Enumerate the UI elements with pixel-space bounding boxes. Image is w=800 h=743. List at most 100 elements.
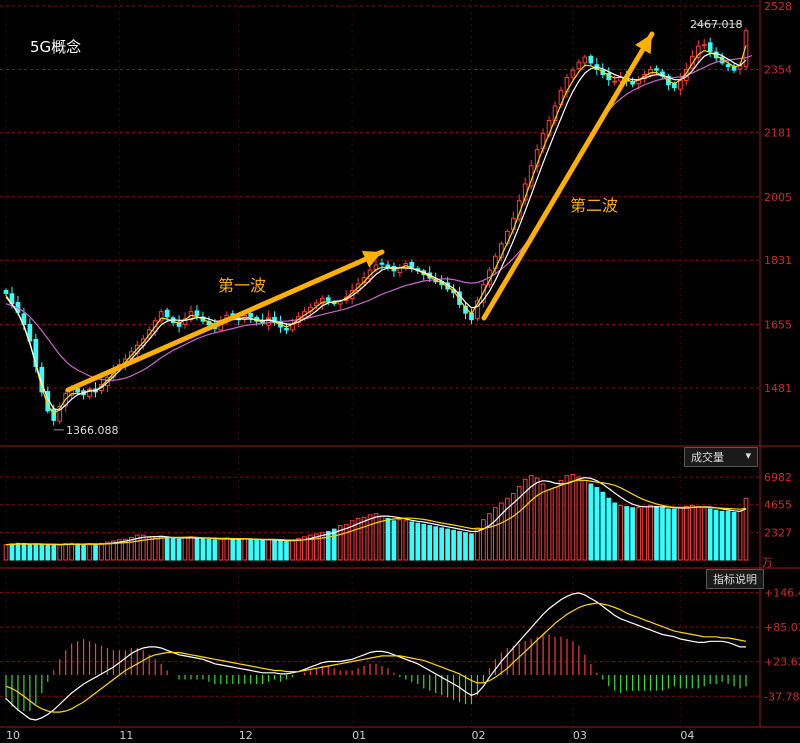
volume-bar [588,483,594,561]
volume-bar [731,512,737,561]
volume-bar [403,520,409,561]
candle-body [689,55,695,69]
volume-bar [457,531,462,561]
volume-bar [433,526,439,561]
chart-title: 5G概念 [30,38,82,56]
volume-bar [475,527,480,561]
volume-bar [439,527,444,561]
volume-bar [493,507,498,561]
volume-bar [260,539,265,561]
volume-bar [427,525,433,561]
candle-body [457,291,462,305]
volume-bar [600,491,606,561]
volume-bar [81,544,86,561]
volume-bar [9,543,15,561]
volume-bar [737,510,743,561]
candle-body [57,406,63,422]
candle-body [158,311,164,322]
volume-bar [689,504,695,561]
volume-button-label: 成交量 [691,451,724,464]
volume-bar [3,544,9,561]
candle-body [313,302,319,306]
volume-bar [445,528,450,561]
candle-body [731,66,737,71]
candle-body [612,80,618,83]
volume-bar [683,506,689,561]
volume-bar [552,487,558,561]
volume-tick-label: 6982 [764,471,792,484]
volume-bar [349,520,355,561]
moving-average-lines [5,45,753,416]
time-tick-label: 03 [573,729,587,742]
volume-bar [123,538,128,561]
indicator-tick-label: +146.4 [764,587,800,600]
candle-body [576,61,582,69]
volume-bar [618,504,624,561]
volume-bar [498,502,504,561]
ma-mid-line [5,45,747,416]
volume-bar [128,536,134,561]
volume-bar [33,543,39,561]
volume-bar [612,502,618,561]
volume-bar [302,536,307,561]
candle-body [654,68,659,71]
candle-body [367,269,373,279]
volume-bar [481,519,486,561]
volume-bar [27,544,33,561]
volume-bar [308,534,313,561]
volume-bar [176,538,182,561]
volume-bar [39,543,45,561]
wave1-arrow [65,249,385,393]
candle-body [319,298,325,305]
volume-panel-button[interactable]: 成交量 ▾ [684,447,758,467]
price-tick-label: 2354 [764,63,792,76]
indicator-help-button[interactable]: 指标说明 [706,569,764,589]
price-tick-label: 2005 [764,191,792,204]
price-tick-label: 2528 [764,0,792,13]
volume-bar [636,507,641,561]
candle-body [164,309,170,318]
volume-bar [373,513,379,561]
candle-body [3,290,9,294]
volume-bar [397,519,403,561]
volume-bar [594,487,600,561]
volume-bar [415,522,421,561]
volume-bar [355,517,361,561]
volume-bar [254,539,259,561]
volume-bar [337,525,343,561]
wave1-label: 第一波 [218,276,267,295]
volume-bar [182,536,188,561]
volume-bar [75,543,80,561]
candle-body [678,79,683,90]
volume-bar [385,517,391,561]
wave2-label: 第二波 [570,196,619,215]
volume-bar [170,538,176,561]
candle-body [409,261,415,268]
volume-bar [379,515,385,561]
volume-tick-label: 2327 [764,526,792,539]
volume-bar [194,537,200,561]
volume-bar [504,497,510,561]
volume-bar [45,544,51,561]
candle-body [588,55,594,64]
candle-body [701,44,707,47]
volume-bar [672,508,677,561]
candle-body [87,388,92,397]
volume-bar [516,485,522,561]
volume-bar [206,538,212,561]
volume-bar [242,538,248,561]
volume-bar [63,543,69,561]
volume-bar [290,539,295,561]
indicator-tick-label: +23.62 [764,656,800,669]
volume-bar [534,477,540,561]
candle-body [570,69,576,78]
candle-body [176,321,182,327]
volume-bar [576,476,582,561]
volume-bar [558,479,564,561]
candle-body [695,45,701,58]
volume-bar [278,540,283,561]
time-tick-label: 01 [352,729,366,742]
volume-bar [134,534,140,561]
macd-dea-line [5,602,747,713]
ma-fast-line [5,52,747,411]
